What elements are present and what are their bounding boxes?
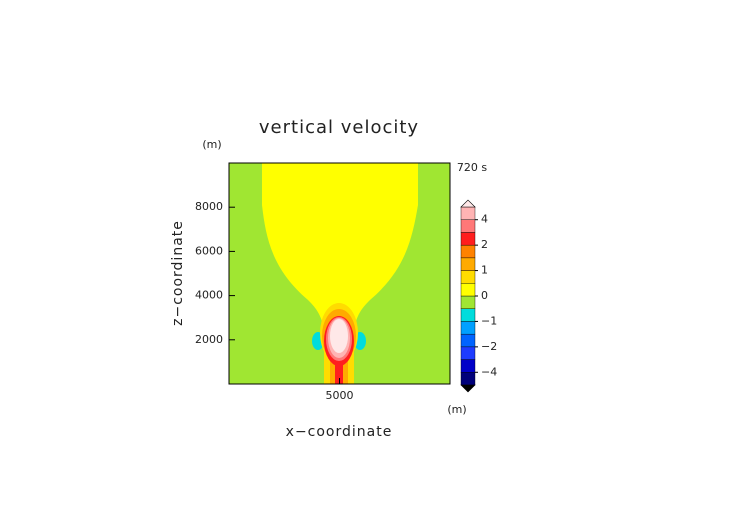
colorbar-box xyxy=(460,321,476,335)
colorbar-tick-label: 1 xyxy=(481,264,488,277)
updraft-region xyxy=(262,163,418,384)
thermal-core xyxy=(330,319,348,353)
colorbar-under xyxy=(460,384,476,393)
colorbar-over xyxy=(460,199,476,208)
y-unit: (m) xyxy=(202,138,221,151)
colorbar-tick-label: 2 xyxy=(481,238,488,251)
colorbar-box xyxy=(460,206,476,220)
time-label: 720 s xyxy=(457,161,487,174)
x-axis-label: x−coordinate xyxy=(286,424,393,440)
y-tick-label: 4000 xyxy=(195,289,223,302)
colorbar-tick-label: −1 xyxy=(481,314,497,327)
colorbar-tick-label: −4 xyxy=(481,365,497,378)
x-tick-label: 5000 xyxy=(326,389,354,402)
colorbar-box xyxy=(460,308,476,322)
colorbar-tick-label: 0 xyxy=(481,289,488,302)
colorbar-tick-label: 4 xyxy=(481,213,488,226)
colorbar-box xyxy=(460,333,476,348)
colorbar-box xyxy=(460,346,476,360)
colorbar-box xyxy=(460,295,476,309)
y-tick-label: 2000 xyxy=(195,333,223,346)
column-core xyxy=(335,355,343,384)
colorbar-box xyxy=(460,372,476,386)
contour-field xyxy=(228,162,451,385)
colorbar-box xyxy=(460,244,476,259)
y-tick-label: 6000 xyxy=(195,244,223,257)
colorbar-box xyxy=(460,270,476,284)
colorbar-box xyxy=(460,232,476,246)
colorbar-box xyxy=(460,257,476,271)
colorbar-box xyxy=(460,359,476,373)
x-unit: (m) xyxy=(447,403,466,416)
colorbar-box xyxy=(460,283,476,297)
y-tick-label: 8000 xyxy=(195,200,223,213)
colorbar-box xyxy=(460,219,476,233)
colorbar-tick-label: −2 xyxy=(481,340,497,353)
y-axis-label: z−coordinate xyxy=(170,220,186,326)
chart-title: vertical velocity xyxy=(259,117,419,138)
